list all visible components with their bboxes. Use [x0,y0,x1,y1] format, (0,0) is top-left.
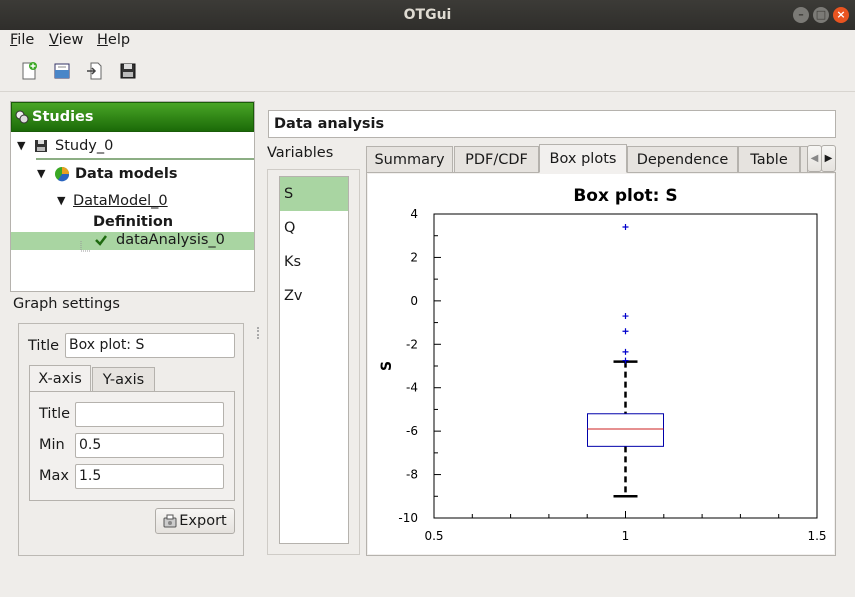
tab-pdf-cdf[interactable]: PDF/CDF [454,146,539,173]
menu-bar: File View Help [0,30,855,53]
menu-help[interactable]: Help [97,32,131,48]
outlier-point [622,328,629,335]
export-button[interactable]: Export [155,508,235,534]
tree-item-study[interactable]: Study_0 [55,138,114,154]
max-input[interactable]: 1.5 [75,464,224,489]
tab-scroll-right-icon[interactable]: ▶ [821,145,836,172]
new-study-icon[interactable] [19,61,39,81]
study-save-icon [35,140,47,152]
variables-frame [267,169,360,555]
tab-x-axis[interactable]: X-axis [29,365,91,392]
expand-study-icon[interactable]: ▼ [17,139,26,152]
axis-title-input[interactable] [75,402,224,427]
export-icon [163,514,177,528]
outlier-point [622,224,629,231]
y-tick-label: 0 [410,294,418,308]
y-axis-label: S [379,361,395,371]
studies-icon [15,110,29,124]
tab-scroll-left-icon[interactable]: ◀ [807,145,822,172]
outlier-point [622,357,629,364]
open-study-icon[interactable] [52,61,72,81]
x-tick-label: 1.5 [807,529,826,543]
expand-data-model-icon[interactable]: ▼ [57,194,66,207]
tab-dependence[interactable]: Dependence [627,146,738,173]
tree-item-data-model[interactable]: DataModel_0 [73,193,168,209]
y-tick-label: -4 [406,381,418,395]
menu-file[interactable]: File [10,32,35,48]
title-bar: OTGui – □ × [0,0,855,30]
plot-area: Box plot: S 4 2 0 -2 -4 -6 -8 -10 0.5 1 1.5 S [368,174,834,554]
studies-header: Studies [11,102,254,132]
splitter-handle[interactable] [257,327,261,339]
expand-data-models-icon[interactable]: ▼ [37,167,46,180]
tree-lines [36,158,254,252]
studies-header-label: Studies [32,109,94,125]
y-tick-label: -6 [406,424,418,438]
tab-y-axis[interactable]: Y-axis [92,367,155,392]
max-label: Max [39,468,69,484]
tab-summary[interactable]: Summary [366,146,453,173]
window-title: OTGui [403,7,452,23]
tree-item-data-models[interactable]: Data models [75,166,178,182]
tab-table[interactable]: Table [738,146,800,173]
box-plot-chart: Box plot: S 4 2 0 -2 -4 -6 -8 -10 0.5 1 1.5 S [379,186,827,543]
save-icon[interactable] [118,61,138,81]
outlier-point [622,348,629,355]
import-icon[interactable] [85,61,105,81]
graph-settings-frame [18,323,244,556]
variable-item-q[interactable]: Q [284,220,296,236]
export-button-label: Export [179,513,227,529]
min-input[interactable]: 0.5 [75,433,224,458]
variable-item-zv[interactable]: Zv [284,288,303,304]
tree-item-definition[interactable]: Definition [93,214,174,230]
data-models-icon [55,167,70,182]
chart-title: Box plot: S [573,186,677,206]
tab-box-plots[interactable]: Box plots [539,144,627,173]
y-tick-label: 4 [410,207,418,221]
axis-title-label: Title [39,406,71,422]
y-tick-label: -8 [406,468,418,482]
outlier-point [622,313,629,320]
menu-view[interactable]: View [49,32,84,48]
variables-list: S Q Ks Zv [279,176,349,544]
check-icon [95,235,107,246]
studies-panel: Studies ▼ Study_0 ▼ Data models ▼ DataMo… [10,101,255,292]
graph-settings-heading: Graph settings [13,296,120,312]
tree-item-analysis[interactable]: dataAnalysis_0 [116,232,225,248]
x-tick-label: 1 [622,529,630,543]
y-tick-label: -10 [398,511,418,525]
variable-item-s[interactable]: S [280,177,348,211]
close-icon[interactable]: × [833,7,849,23]
variables-label: Variables [267,145,334,161]
box [587,413,664,447]
toolbar [0,53,855,92]
y-tick-label: 2 [410,250,418,264]
maximize-icon[interactable]: □ [813,7,829,23]
min-label: Min [39,437,65,453]
title-label: Title [28,338,60,354]
data-analysis-header: Data analysis [268,110,836,138]
title-input[interactable]: Box plot: S [65,333,235,358]
y-tick-label: -2 [406,337,418,351]
variable-item-ks[interactable]: Ks [284,254,302,270]
minimize-icon[interactable]: – [793,7,809,23]
tree-selection-highlight [11,232,254,250]
x-tick-label: 0.5 [424,529,443,543]
